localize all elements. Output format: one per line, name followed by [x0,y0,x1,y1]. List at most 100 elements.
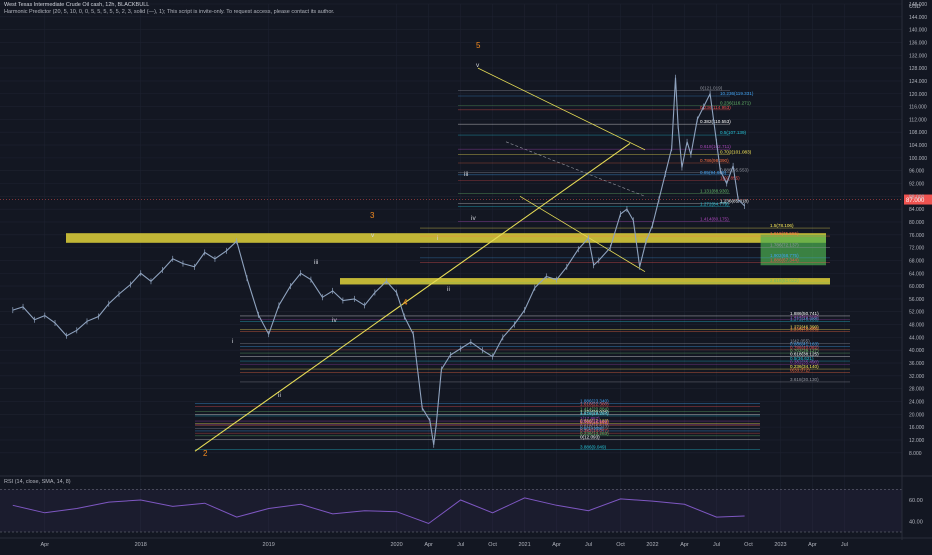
y-tick-label: 72.000 [909,246,925,252]
fib-level-label: 3.618(16.911) [580,419,609,424]
fib-level-label: 0.886(95.553) [720,167,749,172]
y-tick-label: 28.000 [909,387,925,393]
fib-level-label: 0.786(40.082) [790,345,819,350]
fib-level-label: 1(17.887) [580,416,600,421]
fib-level-label: 1.236(85.818) [720,198,749,203]
y-tick-label: 20.000 [909,412,925,418]
y-tick-label: 88.000 [909,194,925,200]
x-tick-label: Apr [808,542,817,548]
wave-label-minor: iv [332,317,337,324]
fib-level-label: 0.618(38.125) [790,351,819,356]
fib-level-label: 1.902(68.775) [770,253,799,258]
fib-level-label: 0(121.019) [700,86,723,91]
rsi-tick-label: 40.00 [909,519,923,525]
wave-label-major: 5 [476,41,481,50]
y-tick-label: 96.000 [909,169,925,175]
x-tick-label: 2019 [263,542,275,548]
current-price-tag [904,194,932,205]
y-axis-unit: USD [909,4,921,10]
fib-level-label: 2.618(61.022) [770,278,799,283]
x-tick-label: Jul [585,542,592,548]
fib-level-label: 0.236(114.953) [700,105,731,110]
x-tick-label: Apr [552,542,561,548]
y-tick-label: 140.000 [909,28,927,34]
fib-level-label: 0.702(101.083) [720,149,752,154]
y-tick-label: 68.000 [909,258,925,264]
fib-level-label: 0.618(15.513) [580,424,609,429]
fib-level-label: 1.886(50.741) [790,311,819,316]
y-tick-label: 84.000 [909,207,925,213]
fib-level-label: 1.236(45.886) [790,326,819,331]
y-tick-label: 76.000 [909,233,925,239]
fib-level-label: 0.5(36.621) [790,356,814,361]
fib-level-label: 0.886(17.183) [580,418,609,423]
y-tick-label: 36.000 [909,361,925,367]
y-tick-label: 124.000 [909,79,927,85]
rsi-band [0,489,902,532]
y-tick-label: 92.000 [909,182,925,188]
y-tick-label: 32.000 [909,374,925,380]
price-series: 87.000 [0,74,932,448]
y-tick-label: 12.000 [909,438,925,444]
fib-level-label: 1.236(19.504) [580,411,609,416]
wave-label-minor: v [371,232,375,239]
fib-level-label: 0.5(14.808) [580,426,604,431]
fib-level-label: 1.272(46.390) [790,325,819,330]
y-tick-label: 24.000 [909,399,925,405]
indicator-label: Harmonic Predictor (20, 5, 10, 0, 0, 5, … [4,9,335,15]
y-tick-label: 136.000 [909,40,927,46]
rsi-label: RSI (14, close, SMA, 14, 8) [4,479,71,485]
x-tick-label: Jul [713,542,720,548]
x-tick-label: 2022 [646,542,658,548]
y-tick-label: 132.000 [909,53,927,59]
fib-level-label: 0.786(16.563) [580,420,609,425]
x-tick-label: Jul [841,542,848,548]
y-tick-label: 80.000 [909,220,925,226]
x-tick-label: 2020 [390,542,402,548]
y-tick-label: 44.000 [909,335,925,341]
y-tick-label: 40.000 [909,348,925,354]
wave-label-major: 4 [403,298,408,307]
x-tick-label: Oct [488,542,497,548]
y-tick-label: 64.000 [909,271,925,277]
y-tick-label: 48.000 [909,323,925,329]
y-tick-label: 60.000 [909,284,925,290]
trendlines [194,67,646,452]
y-tick-label: 112.000 [909,117,927,123]
fib-level-label: 0.85(94.686) [700,170,727,175]
x-tick-label: Oct [744,542,753,548]
y-tick-label: 144.000 [909,15,927,21]
fib-level-label: 1.5(78.106) [770,223,794,228]
y-tick-label: 108.000 [909,130,927,136]
resistance-trendline [477,67,646,151]
chart-title: West Texas Intermediate Crude Oil cash, … [4,2,150,8]
fib-level-label: 0.5(107.139) [720,130,747,135]
price-line [12,77,745,445]
fib-level-label: 1.786(72.137) [770,242,799,247]
x-tick-label: Apr [40,542,49,548]
support-zone [66,233,826,243]
wave-label-minor: ii [447,286,450,293]
y-tick-label: 128.000 [909,66,927,72]
fib-level-label: 1.272(20.025) [580,409,609,414]
y-tick-label: 148.000 [909,2,927,8]
x-axis: Apr 2018 2019 2020 Apr Jul Oct 2021 Apr Jul Oct 202… [0,537,932,548]
wave-label-minor: v [476,62,480,69]
fib-level-label: 1.618(75.555) [770,231,799,236]
fib-level-label: 0.618(102.711) [700,144,731,149]
fib-level-label: 0.702(39.127) [790,348,819,353]
fib-level-label: 0.886(41.163) [790,341,819,346]
wave-label-minor: iii [314,259,318,266]
fib-level-label: 1.886(67.344) [770,258,799,263]
x-tick-label: Apr [424,542,433,548]
fib-level-label: 1.618(22.380) [580,402,609,407]
wave-label-minor: ii [278,392,281,399]
fib-level-label: 10.236(119.331) [720,91,754,96]
wave-label-major: 2 [203,449,208,458]
x-tick-label: 2018 [135,542,147,548]
fib-level-label: 1.414(80.175) [700,216,729,221]
fib-level-label: 1(42.055) [790,338,810,343]
fib-level-label: 1.272(84.779) [700,202,729,207]
support-trendline [194,142,631,452]
